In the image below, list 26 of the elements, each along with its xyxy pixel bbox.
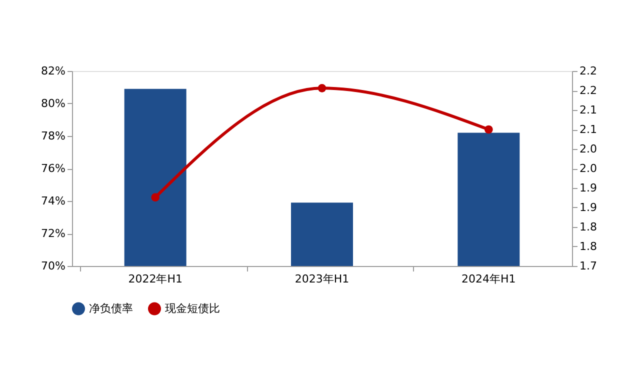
y-tick-label: 72% [41,227,66,240]
point [484,125,493,134]
point [318,84,326,92]
y2-tick-label: 1.8 [580,220,597,234]
y2-tick-label: 1.9 [580,182,597,194]
point [151,193,160,202]
legend-label: 净负债率 [89,302,133,315]
x-tick-label: 2022年H1 [128,272,182,286]
y2-tick-label: 2.1 [580,104,597,116]
legend-label: 现金短债比 [165,302,220,315]
y-tick-label: 70% [41,260,66,272]
y2-tick-label: 2.2 [580,64,597,78]
y2-tick-label: 2.1 [580,123,597,136]
y2-tick-label: 2.0 [580,162,597,175]
y2-tick-label: 2.2 [580,84,597,97]
y2-tick-label: 1.7 [580,260,597,272]
y-tick-label: 74% [41,194,66,208]
x-tick-label: 2024年H1 [462,272,516,286]
y-tick-label: 78% [41,130,66,142]
y2-tick-label: 1.8 [580,240,597,253]
y-tick-label: 82% [41,64,66,78]
y-tick-label: 80% [41,97,66,110]
y2-tick-label: 1.9 [580,201,597,214]
y-tick-label: 76% [41,162,66,175]
x-tick-label: 2023年H1 [294,272,350,286]
y2-tick-label: 2.0 [580,142,597,156]
